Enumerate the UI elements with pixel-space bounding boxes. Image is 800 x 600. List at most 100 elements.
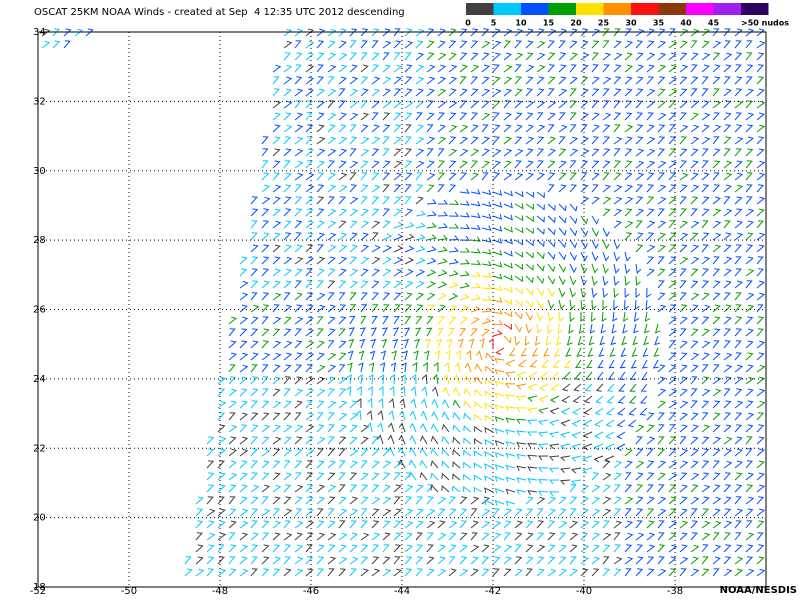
colorbar-swatch [741,3,769,15]
wind-barb [316,448,324,457]
wind-barb [701,100,710,109]
wind-barb [580,544,590,553]
wind-barb [459,188,470,194]
wind-barb [554,347,561,357]
wind-barb [723,340,731,349]
wind-barb [514,568,524,577]
wind-barb [745,424,754,433]
wind-barb [602,52,612,61]
wind-barb [217,388,226,397]
wind-barb [261,280,270,289]
wind-barb [623,311,629,322]
wind-barb [481,172,489,181]
wind-barb [360,52,368,61]
wind-barb [602,251,610,262]
wind-barb [294,388,304,397]
wind-barb [404,124,412,133]
wind-barb [602,508,612,517]
wind-barb [250,244,259,253]
wind-barb [602,520,610,529]
wind-barb [591,184,599,193]
wind-barb [679,28,689,37]
wind-barb [430,472,439,481]
wind-barb [516,418,527,424]
wind-barb [690,388,698,397]
wind-barb [712,64,721,73]
wind-barb [624,136,633,145]
wind-barb [371,208,380,217]
wind-barb [261,388,269,397]
wind-barb [679,484,688,493]
wind-barb [404,508,414,517]
wind-barb [565,347,572,357]
wind-barb [734,232,744,241]
wind-barb [452,424,461,433]
wind-barb [228,436,237,445]
wind-barb [338,64,348,73]
wind-barb [305,124,314,133]
wind-barb [591,28,601,37]
wind-barb [642,347,649,357]
wind-barb [426,484,434,493]
wind-barb [228,328,236,337]
wind-barb [635,496,644,505]
wind-barb [294,352,303,361]
wind-barb [452,473,461,481]
wind-barb [239,256,248,265]
wind-barb [272,496,281,505]
wind-barb [701,136,711,145]
wind-barb [426,532,434,541]
wind-barb [415,148,425,157]
wind-barb [305,208,314,217]
wind-barb [443,374,450,385]
wind-barb [712,196,722,205]
wind-barb [382,544,390,553]
wind-barb [536,532,545,541]
wind-barb [591,251,599,262]
wind-barb [536,88,545,97]
wind-barb [723,208,733,217]
wind-barb [338,160,347,169]
wind-barb [745,28,755,37]
wind-barb [609,347,616,357]
wind-barb [756,52,765,61]
wind-barb [668,220,676,229]
wind-barb [594,407,604,416]
wind-barb [404,556,413,565]
wind-barb [462,486,472,493]
wind-barb [569,556,577,565]
wind-barb [63,40,71,49]
wind-barb [580,88,589,97]
wind-barb [349,496,359,505]
wind-barb [481,100,490,109]
wind-barb [349,484,358,493]
wind-barb [604,443,615,451]
wind-barb [712,148,721,157]
wind-barb [250,412,259,421]
wind-barb [250,532,259,541]
wind-barb [470,172,480,181]
wind-barb [701,424,711,433]
wind-barb [503,148,513,157]
wind-barb [261,508,271,517]
wind-barb [668,76,678,85]
wind-barb [393,496,401,505]
wind-barb [613,532,621,541]
wind-barb [371,184,381,193]
wind-barb [474,413,483,421]
wind-barb [459,556,468,565]
wind-barb [349,472,358,481]
wind-barb [437,544,446,553]
colorbar-label: 0 [465,19,471,28]
wind-barb [371,448,380,457]
wind-barb [723,388,731,397]
wind-barb [470,294,481,301]
wind-barb [228,448,238,457]
wind-barb [239,280,249,289]
colorbar-swatch [521,3,549,15]
wind-barb [452,485,461,493]
wind-barb [562,371,571,380]
wind-barb [447,338,453,349]
wind-barb [437,211,449,217]
wind-barb [382,220,391,229]
